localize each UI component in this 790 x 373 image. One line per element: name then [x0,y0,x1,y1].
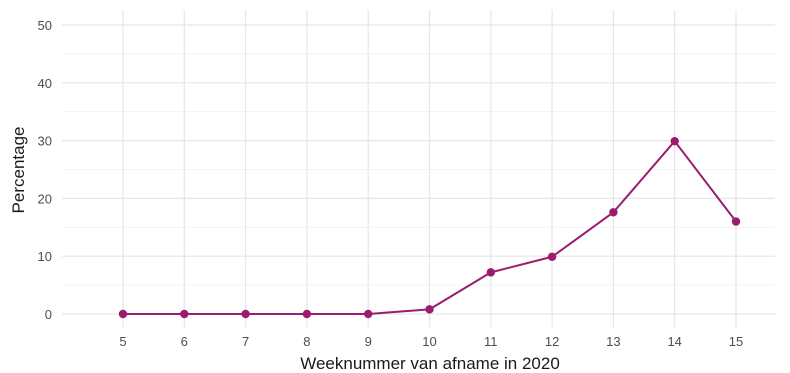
data-point [670,136,679,146]
y-tick-label: 50 [38,18,52,33]
grid [62,10,775,327]
y-tick-label: 30 [38,134,52,149]
data-point [118,309,128,319]
data-point [731,217,741,226]
x-tick-label: 9 [365,334,372,349]
x-tick-label: 11 [484,334,498,349]
y-tick-label: 20 [38,191,52,206]
y-axis-ticks: 0 10 20 30 40 50 [38,18,52,322]
y-axis-title: Percentage [9,127,28,214]
y-tick-label: 0 [45,307,52,322]
data-point [364,309,373,319]
x-tick-label: 10 [422,334,436,349]
x-tick-label: 8 [303,334,310,349]
x-axis-ticks: 5 6 7 8 9 10 11 12 13 14 15 [119,334,743,349]
data-point [547,252,557,261]
x-tick-label: 7 [242,334,249,349]
x-tick-label: 6 [181,334,188,349]
series-layer [118,136,741,319]
x-axis-title: Weeknummer van afname in 2020 [300,354,560,373]
x-tick-label: 12 [545,334,559,349]
data-point [486,268,495,277]
x-tick-label: 15 [729,334,743,349]
x-tick-label: 14 [667,334,681,349]
data-point [241,309,250,319]
data-point [425,305,434,314]
data-point [302,309,312,319]
data-point [180,309,189,319]
data-point [609,208,618,217]
x-tick-label: 5 [119,334,126,349]
x-tick-label: 13 [606,334,620,349]
y-tick-label: 10 [38,249,52,264]
y-tick-label: 40 [38,76,52,91]
